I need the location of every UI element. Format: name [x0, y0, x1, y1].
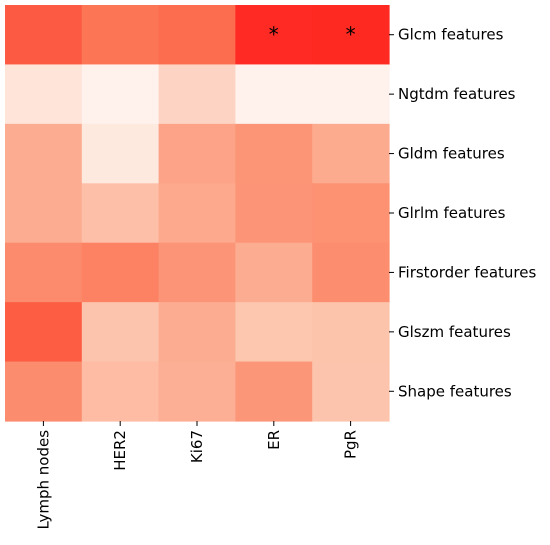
- heatmap-cell: [235, 361, 313, 422]
- significance-marker: *: [269, 23, 279, 47]
- heatmap-cell: [5, 302, 83, 363]
- x-tick-label: PgR: [342, 430, 360, 459]
- heatmap-cell: [312, 302, 390, 363]
- heatmap-cell: [81, 183, 160, 244]
- heatmap-cell: [81, 361, 160, 422]
- x-tick-label: HER2: [111, 430, 129, 471]
- x-tick-label: Ki67: [188, 430, 206, 463]
- y-tick-label: Firstorder features: [398, 263, 536, 281]
- heatmap-cell: [312, 183, 390, 244]
- heatmap-cell: [81, 64, 160, 125]
- heatmap-cell: [235, 302, 313, 363]
- heatmap-cell: [235, 242, 313, 303]
- heatmap-cell: [158, 361, 236, 422]
- heatmap-cell: [5, 242, 83, 303]
- heatmap-cell: [158, 242, 236, 303]
- heatmap-cell: [5, 64, 83, 125]
- heatmap-cell: [235, 5, 313, 66]
- heatmap-cell: [5, 5, 83, 66]
- heatmap-cell: [81, 302, 160, 363]
- y-tick-label: Glrlm features: [398, 204, 506, 222]
- heatmap-cell: [312, 5, 390, 66]
- significance-marker: *: [346, 23, 356, 47]
- heatmap-cell: [235, 123, 313, 184]
- heatmap-cell: [312, 64, 390, 125]
- heatmap-cell: [158, 64, 236, 125]
- heatmap-cells: [5, 5, 390, 422]
- x-tick-label: Lymph nodes: [34, 430, 52, 530]
- heatmap-cell: [158, 123, 236, 184]
- heatmap-cell: [81, 242, 160, 303]
- heatmap-cell: [81, 123, 160, 184]
- heatmap-cell: [158, 302, 236, 363]
- x-tick-label: ER: [265, 430, 283, 450]
- y-tick-label: Ngtdm features: [398, 85, 516, 103]
- heatmap-cell: [235, 64, 313, 125]
- y-tick-label: Gldm features: [398, 145, 505, 163]
- heatmap-cell: [81, 5, 160, 66]
- heatmap-cell: [312, 242, 390, 303]
- heatmap-cell: [312, 123, 390, 184]
- x-axis-ticks: Lymph nodes HER2 Ki67 ER PgR: [34, 421, 360, 530]
- heatmap-cell: [158, 5, 236, 66]
- heatmap-annotations: * *: [269, 23, 356, 47]
- heatmap-cell: [158, 183, 236, 244]
- heatmap-cell: [312, 361, 390, 422]
- y-tick-label: Glszm features: [398, 323, 511, 341]
- heatmap-cell: [235, 183, 313, 244]
- y-axis-ticks: Glcm features Ngtdm features Gldm features…: [389, 26, 536, 400]
- heatmap-cell: [5, 361, 83, 422]
- y-tick-label: Shape features: [398, 382, 512, 400]
- heatmap-cell: [5, 123, 83, 184]
- heatmap-cell: [5, 183, 83, 244]
- y-tick-label: Glcm features: [398, 26, 504, 44]
